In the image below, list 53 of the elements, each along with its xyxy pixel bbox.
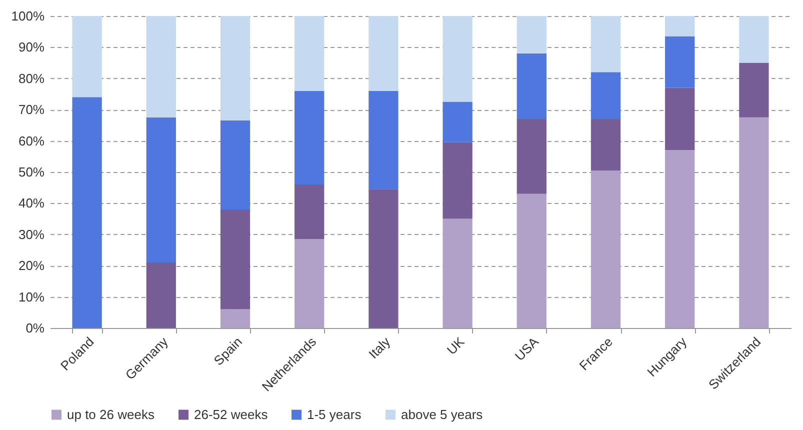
bar <box>516 53 546 119</box>
bar <box>146 262 176 328</box>
bar <box>146 16 176 118</box>
legend-label: 1-5 years <box>307 406 362 422</box>
bar <box>665 36 695 88</box>
y-tick-label: 50% <box>18 164 45 180</box>
y-tick-label: 70% <box>18 102 45 118</box>
bar <box>442 142 472 219</box>
bar <box>294 90 324 184</box>
bar <box>220 120 250 210</box>
bar <box>368 90 398 190</box>
bar <box>739 62 769 118</box>
bar <box>72 16 102 98</box>
bar <box>294 184 324 240</box>
y-tick-label: 60% <box>18 133 45 148</box>
y-tick-label: 10% <box>18 289 45 304</box>
y-tick-label: 30% <box>18 226 45 242</box>
bar <box>665 16 695 36</box>
bar <box>590 72 621 119</box>
bar <box>442 218 472 328</box>
bar <box>368 16 398 91</box>
legend-label: 26-52 weeks <box>194 406 268 422</box>
bar <box>516 118 546 194</box>
legend-label: above 5 years <box>401 406 484 422</box>
legend-label: up to 26 weeks <box>67 406 155 422</box>
y-tick-label: 90% <box>18 40 45 55</box>
y-tick-label: 40% <box>18 196 45 211</box>
y-tick-label: 100% <box>11 8 45 24</box>
bar <box>739 117 769 328</box>
bar <box>294 239 324 328</box>
bar <box>220 209 250 310</box>
y-tick-label: 0% <box>26 320 45 336</box>
x-tick-label: USA <box>512 334 542 364</box>
bar <box>368 189 398 328</box>
x-tick-label: UK <box>444 334 468 358</box>
bar <box>665 150 695 328</box>
bar <box>590 118 621 170</box>
bar <box>442 16 472 102</box>
bar <box>590 170 621 328</box>
x-tick-label: Italy <box>366 334 394 362</box>
bar <box>72 97 102 328</box>
bar <box>516 194 546 328</box>
bar <box>590 16 621 72</box>
bar <box>739 16 769 63</box>
bar <box>665 88 695 150</box>
bar <box>146 117 176 262</box>
y-tick-label: 80% <box>18 70 45 86</box>
y-tick-label: 20% <box>18 258 45 274</box>
bar <box>442 102 472 142</box>
bar <box>294 16 324 91</box>
bar <box>220 16 250 121</box>
bar <box>220 309 250 328</box>
bar <box>516 16 546 54</box>
